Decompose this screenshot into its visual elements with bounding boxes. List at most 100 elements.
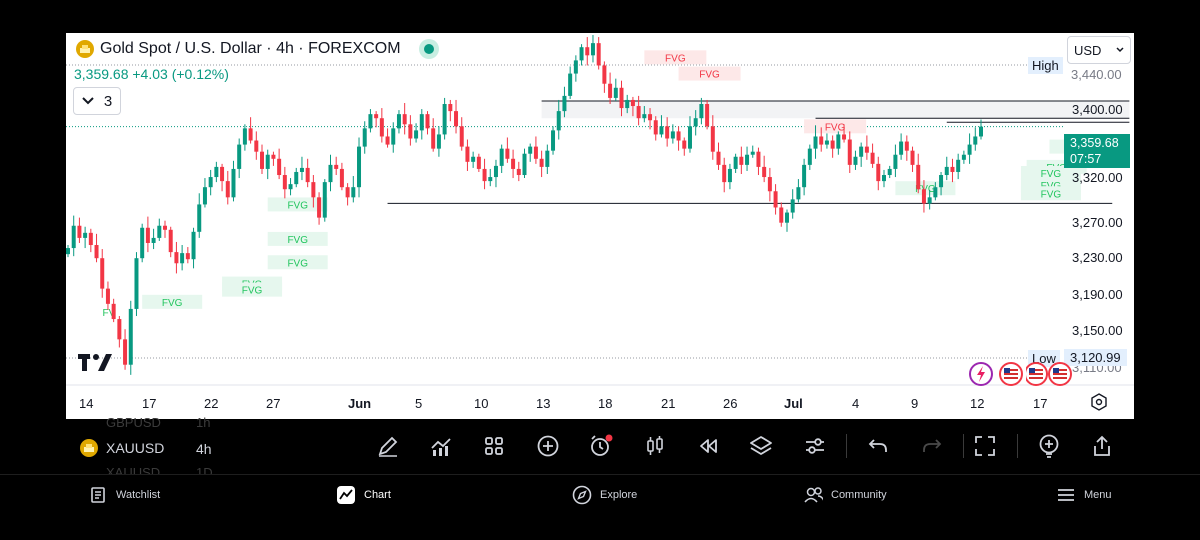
nav-watchlist[interactable]: Watchlist (88, 485, 160, 505)
candle-body (436, 134, 441, 149)
candle-body (345, 187, 350, 198)
bar-countdown: 07:57 (1070, 152, 1102, 166)
candle-body (807, 148, 812, 165)
tradingview-logo[interactable] (78, 353, 112, 378)
nav-chart[interactable]: Chart (336, 485, 391, 505)
events-row[interactable] (968, 360, 1074, 388)
dividend-event-icon[interactable] (968, 360, 996, 388)
bottom-navigation: Watchlist Chart Explore Community Menu (0, 474, 1200, 540)
fvg-label: FVG (287, 235, 308, 246)
candle-body (881, 175, 886, 182)
indicators-collapse-button[interactable]: 3 (73, 87, 121, 115)
fvg-label: FVG (1041, 169, 1062, 180)
candle-body (796, 187, 801, 200)
time-axis-label: 18 (598, 396, 613, 411)
pencil-icon (378, 436, 398, 457)
gold-symbol-icon (76, 40, 94, 58)
redo-button[interactable] (919, 433, 945, 459)
candle-body (208, 177, 213, 188)
candle-body (71, 225, 76, 249)
alerts-button[interactable] (588, 433, 614, 459)
candle-body (716, 151, 721, 165)
plus-circle-icon (537, 435, 559, 457)
candle-body (625, 99, 630, 109)
candle-body (682, 140, 687, 149)
candle-body (248, 128, 253, 141)
drawing-tools-button[interactable] (375, 433, 401, 459)
timeframe-selector[interactable]: 4h (196, 441, 212, 457)
us-flag-event-icon[interactable] (1026, 360, 1048, 388)
time-axis-label: 12 (970, 396, 985, 411)
us-flag-event-icon[interactable] (1048, 360, 1074, 388)
candle-body (505, 148, 510, 159)
symbol-list-item-ghost[interactable]: GBPUSD (106, 415, 161, 430)
candle-body (676, 131, 681, 141)
nav-explore[interactable]: Explore (572, 485, 637, 505)
candle-body (859, 146, 864, 157)
us-flag-event-icon[interactable] (996, 360, 1026, 388)
nav-community[interactable]: Community (803, 485, 887, 505)
chart-type-button[interactable] (642, 433, 668, 459)
candle-body (465, 146, 470, 162)
chart-properties-button[interactable] (802, 433, 828, 459)
object-tree-button[interactable] (748, 433, 774, 459)
replay-button[interactable] (695, 433, 721, 459)
nav-watchlist-label: Watchlist (116, 489, 161, 501)
symbol-selector[interactable]: XAUUSD (80, 439, 164, 457)
bullish-fvg-zone (267, 255, 328, 270)
time-axis-label: 17 (142, 396, 157, 411)
candle-body (819, 136, 824, 145)
candle-body (961, 154, 966, 160)
candle-body (933, 187, 938, 198)
title-text: Gold Spot / U.S. Dollar · 4h · FOREXCOM (100, 40, 401, 57)
symbol-list-tf-ghost: 1h (196, 415, 211, 430)
candle-body (665, 126, 670, 139)
candle-body (317, 197, 322, 218)
low-value: 3,120.99 (1064, 349, 1127, 366)
chart-settings-button[interactable] (1090, 393, 1108, 416)
currency-value: USD (1074, 42, 1102, 58)
resistance-zone (541, 100, 1130, 119)
nav-explore-label: Explore (600, 489, 638, 501)
chart-panel[interactable]: FVGFVGFVGFVGFVGFVGFVGFVGFVGFVGFVGFVGFVGF… (66, 33, 1134, 419)
new-idea-button[interactable] (1036, 433, 1062, 459)
candle-body (454, 111, 459, 127)
symbol-title[interactable]: Gold Spot / U.S. Dollar · 4h · FOREXCOM (76, 39, 439, 59)
candle-body (887, 168, 892, 176)
candle-body (499, 148, 504, 166)
bullish-fvg-zone (142, 294, 203, 309)
candle-body (351, 187, 356, 198)
layout-grid-button[interactable] (481, 433, 507, 459)
gold-symbol-icon (80, 439, 98, 457)
indicators-button[interactable] (428, 433, 454, 459)
candle-body (180, 253, 185, 264)
alarm-icon (591, 434, 613, 456)
candle-body (242, 128, 247, 145)
undo-button[interactable] (865, 433, 891, 459)
nav-menu[interactable]: Menu (1056, 485, 1112, 505)
candle-body (585, 47, 590, 56)
add-symbol-button[interactable] (535, 433, 561, 459)
share-button[interactable] (1089, 433, 1115, 459)
currency-select[interactable]: USD (1067, 36, 1131, 64)
candle-body (790, 199, 795, 213)
candle-body (482, 168, 487, 182)
candle-body (214, 166, 219, 178)
candle-body (853, 156, 858, 165)
candle-body (630, 99, 635, 107)
settings-hex-icon (1091, 393, 1107, 411)
candle-body (545, 150, 550, 167)
candle-body (459, 126, 464, 147)
candle-body (237, 144, 242, 169)
current-price-value: 3,359.68 (1070, 136, 1119, 150)
candle-body (100, 258, 105, 289)
candle-body (191, 231, 196, 260)
fullscreen-button[interactable] (972, 433, 998, 459)
candlestick-chart[interactable]: FVGFVGFVGFVGFVGFVGFVGFVGFVGFVGFVGFVGFVGF… (66, 33, 1134, 419)
candle-body (225, 181, 230, 198)
candle-body (973, 136, 978, 145)
current-price-badge: 3,359.68 07:57 (1064, 134, 1130, 168)
candle-body (830, 140, 835, 149)
candle-body (140, 227, 145, 259)
candle-body (476, 156, 481, 169)
